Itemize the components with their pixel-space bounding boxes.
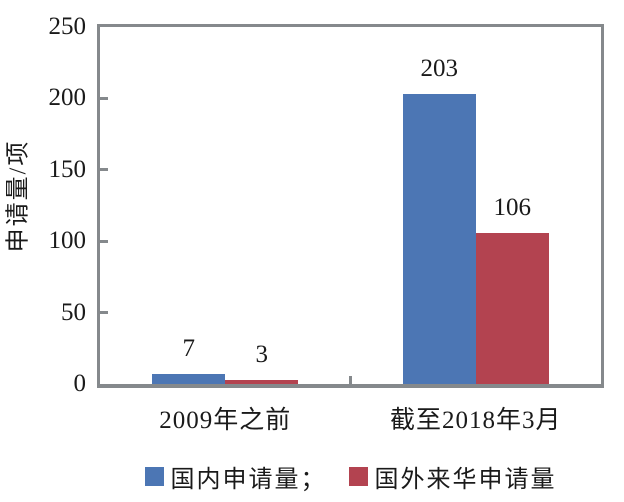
- y-tick-mark: [100, 96, 108, 100]
- x-category-label: 2009年之前: [159, 407, 292, 434]
- y-tick-label: 150: [48, 155, 87, 183]
- x-axis-category-labels: 2009年之前 截至2018年3月: [0, 404, 624, 440]
- x-category-label: 截至2018年3月: [389, 407, 562, 434]
- x-tick-mark: [349, 376, 352, 384]
- value-label: 203: [420, 55, 459, 83]
- value-label: 7: [182, 335, 196, 363]
- legend-label: 国内申请量；: [170, 466, 327, 493]
- legend-swatch-icon: [144, 466, 164, 486]
- legend-item-国外来华申请量: 国外来华申请量: [348, 459, 557, 494]
- y-tick-label: 200: [48, 84, 87, 112]
- bar-国内申请量-截至2018年3月: [402, 94, 476, 384]
- y-tick-mark: [100, 168, 108, 172]
- y-tick-label: 0: [73, 370, 87, 397]
- legend: 国内申请量； 国外来华申请量: [97, 458, 604, 494]
- bar-国外来华申请量-截至2018年3月: [475, 232, 549, 384]
- legend-label: 国外来华申请量: [374, 466, 557, 493]
- plot-area: 7 3 203 106: [97, 24, 604, 388]
- y-tick-label: 50: [61, 298, 86, 326]
- value-label: 106: [493, 193, 532, 221]
- y-tick-label: 250: [48, 13, 87, 40]
- y-tick-label: 100: [48, 227, 87, 255]
- y-tick-mark: [100, 311, 108, 315]
- bar-国外来华申请量-2009年之前: [225, 379, 299, 384]
- legend-swatch-icon: [348, 466, 368, 486]
- bar-国内申请量-2009年之前: [152, 374, 226, 384]
- y-tick-mark: [100, 239, 108, 243]
- legend-item-国内申请量: 国内申请量；: [144, 459, 327, 494]
- value-label: 3: [255, 340, 269, 368]
